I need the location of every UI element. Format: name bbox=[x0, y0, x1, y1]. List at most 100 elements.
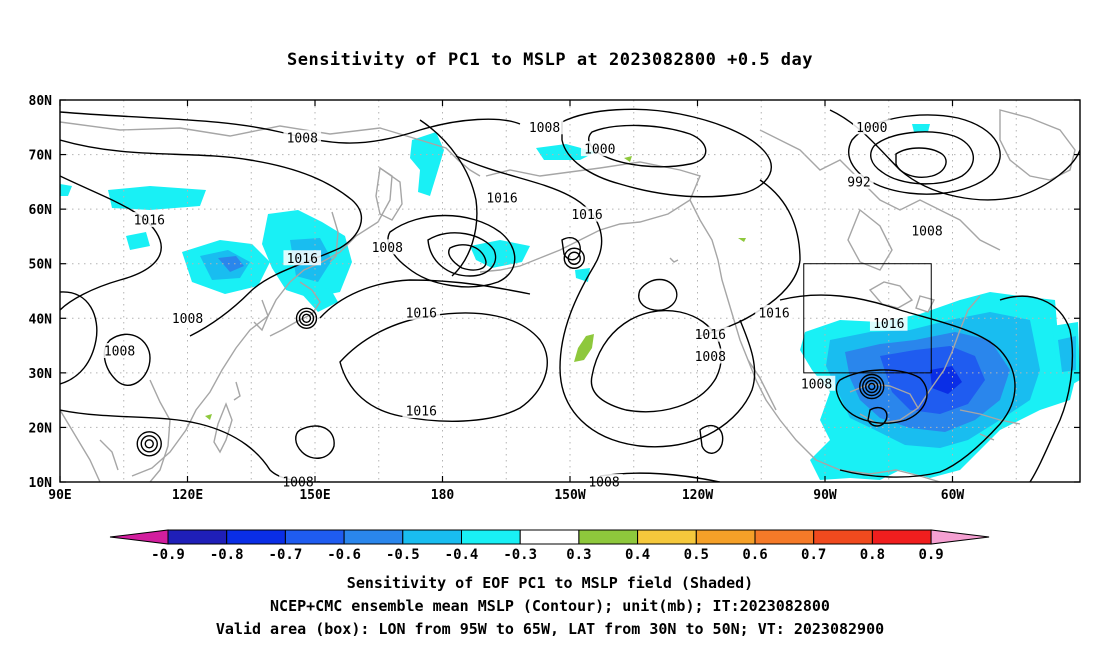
colorbar: -0.9 -0.8 -0.7 -0.6 -0.5 -0.4 -0.3 0.3 0.4 0.5 0.6… bbox=[109, 529, 990, 563]
valid-area-box bbox=[803, 263, 932, 374]
coastlines bbox=[60, 109, 1076, 482]
mslp-contours bbox=[60, 108, 1080, 482]
colorbar-cell bbox=[519, 529, 580, 545]
cyclone-ring bbox=[865, 379, 879, 394]
contour-24 bbox=[779, 294, 1016, 478]
contour-23 bbox=[895, 147, 947, 178]
coast-hawaii bbox=[669, 257, 679, 263]
coast-baja bbox=[747, 359, 777, 411]
contour-11 bbox=[427, 232, 497, 277]
contour-5 bbox=[103, 333, 151, 386]
colorbar-label: -0.4 bbox=[445, 547, 479, 563]
contour-label: 1008 bbox=[104, 345, 135, 360]
contour-label: 1000 bbox=[584, 143, 615, 158]
coast-canada-west bbox=[689, 199, 735, 321]
contour-20 bbox=[829, 109, 1080, 201]
lat-tick-label: 20N bbox=[29, 421, 53, 436]
contour-label-bg bbox=[168, 310, 207, 326]
contour-label-bg bbox=[869, 315, 908, 331]
colorbar-label: -0.6 bbox=[327, 547, 361, 563]
contour-15 bbox=[638, 278, 678, 311]
contour-label: 1016 bbox=[486, 192, 517, 207]
contour-4 bbox=[60, 291, 98, 385]
cyclone-ring bbox=[567, 251, 581, 265]
contour-label-bg bbox=[283, 250, 322, 266]
colorbar-label: 0.9 bbox=[918, 547, 943, 563]
coast-central-america bbox=[869, 469, 941, 482]
footer-line-2: NCEP+CMC ensemble mean MSLP (Contour); u… bbox=[270, 597, 830, 615]
cyclone-ring bbox=[298, 310, 315, 326]
contour-label: 1016 bbox=[406, 306, 437, 321]
contour-12 bbox=[448, 244, 487, 271]
shade-cyan-gulf-alaska bbox=[575, 268, 590, 282]
lon-tick-label: 120W bbox=[682, 488, 713, 503]
cyclone-ring bbox=[295, 307, 318, 329]
colorbar-max-arrow bbox=[930, 529, 990, 545]
colorbar-cell bbox=[343, 529, 404, 545]
colorbar-label: -0.8 bbox=[210, 547, 244, 563]
shade-cyan-okhotsk bbox=[410, 132, 444, 196]
contour-label-bg bbox=[580, 141, 619, 157]
contour-3 bbox=[60, 175, 162, 311]
coast-taiwan bbox=[233, 381, 241, 401]
coast-greatlakes bbox=[868, 281, 936, 313]
coast-korea bbox=[253, 299, 269, 332]
contour-label-bg bbox=[402, 403, 441, 419]
colorbar-cell bbox=[167, 529, 228, 545]
colorbar-cell bbox=[695, 529, 756, 545]
contour-label: 1016 bbox=[758, 306, 789, 321]
contour-label-bg bbox=[844, 173, 874, 189]
shade-cyan-siberia bbox=[108, 186, 206, 210]
contour-27 bbox=[999, 295, 1074, 482]
contour-labels: 1008 1016 1016 1008 1016 1008 1008 1016 1008 1008… bbox=[100, 119, 946, 491]
contour-label: 1008 bbox=[911, 224, 942, 239]
contour-label-bg bbox=[130, 212, 169, 228]
shade-cyan-greenland bbox=[912, 124, 930, 132]
colorbar-label: 0.8 bbox=[860, 547, 885, 563]
cyclone-ring bbox=[868, 382, 876, 391]
coast-greenland bbox=[999, 109, 1076, 181]
shade-green-spot-2 bbox=[738, 238, 746, 242]
contour-label-bg bbox=[691, 348, 730, 364]
coast-sakhalin bbox=[329, 211, 339, 263]
valid-box-rect bbox=[803, 263, 932, 374]
shade-cyan-mongolia bbox=[126, 232, 150, 250]
colorbar-cell bbox=[637, 529, 697, 545]
colorbar-cell bbox=[754, 529, 815, 545]
contour-13 bbox=[455, 155, 756, 448]
colorbar-cell bbox=[402, 529, 462, 545]
contour-label: 1016 bbox=[406, 405, 437, 420]
cyclone-ring bbox=[301, 313, 312, 323]
lat-tick-label: 40N bbox=[29, 312, 53, 327]
sensitivity-shading bbox=[60, 124, 1080, 480]
cyclone-ring bbox=[144, 439, 154, 449]
coast-indochina bbox=[99, 379, 171, 482]
contour-label-bg bbox=[368, 239, 407, 255]
colorbar-label: -0.7 bbox=[269, 547, 303, 563]
coast-aleutians bbox=[479, 257, 541, 273]
footer-line-1: Sensitivity of EOF PC1 to MSLP field (Sh… bbox=[346, 574, 754, 592]
coast-india bbox=[60, 409, 101, 482]
colorbar-cell bbox=[578, 529, 639, 545]
contour-label: 1008 bbox=[282, 476, 313, 491]
contour-30 bbox=[419, 119, 478, 277]
contour-17 bbox=[561, 108, 772, 198]
coast-hudson bbox=[847, 208, 893, 271]
colorbar-cell bbox=[461, 529, 521, 545]
shade-green-pacific bbox=[574, 334, 594, 362]
contour-label: 1016 bbox=[134, 214, 165, 229]
lat-tick-label: 50N bbox=[29, 258, 53, 273]
shade-green-spot-1 bbox=[624, 156, 632, 162]
contour-label-bg bbox=[402, 304, 441, 320]
colorbar-cell bbox=[226, 529, 286, 545]
shade-cyan-mideast bbox=[60, 184, 72, 196]
coast-canada-north bbox=[759, 129, 1001, 251]
coast-kamchatka bbox=[375, 166, 403, 221]
contour-label: 992 bbox=[847, 175, 870, 190]
lon-tick-label: 150W bbox=[554, 488, 585, 503]
contour-label-bg bbox=[100, 343, 139, 359]
contour-19 bbox=[699, 179, 801, 337]
coast-philippines bbox=[213, 402, 233, 454]
contour-label: 1008 bbox=[287, 132, 318, 147]
